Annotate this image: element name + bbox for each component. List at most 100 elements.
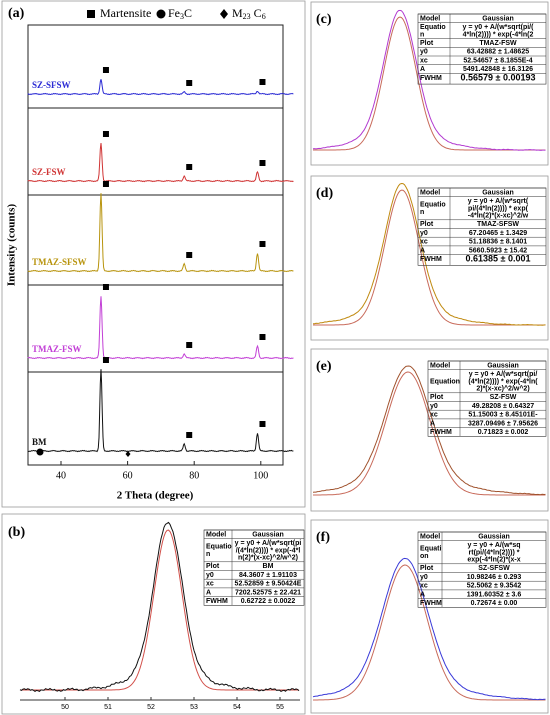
fit-curve xyxy=(313,189,546,326)
martensite-marker xyxy=(102,181,109,187)
panel-frame xyxy=(310,519,549,714)
table-value: y = y0 + A/(w*sqrt(pi/( xyxy=(463,24,535,31)
carbide-marker xyxy=(125,451,131,457)
table-value: 49.28208 ± 0.64327 xyxy=(472,403,534,410)
table-value: y = y0 + A/(w*sqrt( xyxy=(468,198,529,205)
martensite-marker xyxy=(186,342,193,348)
panel-label: (f) xyxy=(316,530,330,545)
panel-label: (a) xyxy=(8,6,25,21)
trace-label: SZ-SFSW xyxy=(32,80,71,90)
x-tick-label: 60 xyxy=(123,470,133,481)
legend-label: Martensite xyxy=(100,6,151,20)
panel-label: (d) xyxy=(316,186,333,201)
table-key: on xyxy=(420,553,429,560)
table-border xyxy=(417,187,547,266)
table-key: Plot xyxy=(420,221,434,228)
legend-label-part: 6 xyxy=(262,12,266,21)
trace-label: TMAZ-SFSW xyxy=(32,257,87,267)
x-tick-label: 51 xyxy=(104,704,112,711)
table-key: FWHM xyxy=(206,598,228,605)
table-key: Equatio xyxy=(420,202,446,209)
martensite-marker xyxy=(102,284,109,290)
table-value: Gaussian xyxy=(478,533,510,540)
martensite-marker xyxy=(186,432,193,438)
xrd-trace xyxy=(27,79,294,96)
table-value: 2)*(x-xc)^2/w^2) xyxy=(476,385,529,393)
legend-label-part: C xyxy=(184,6,192,20)
table-value: 0.61385 ± 0.001 xyxy=(466,254,531,264)
table-value: 5491.42848 ± 16.3126 xyxy=(463,66,533,73)
table-value: y = y0 + A/(w*sq xyxy=(467,542,520,549)
table-value: SZ-SFSW xyxy=(478,565,510,572)
table-key: Model xyxy=(420,15,440,22)
table-key: A xyxy=(420,591,425,598)
table-value: 10.98246 ± 0.293 xyxy=(467,574,522,581)
table-key: y0 xyxy=(420,230,428,237)
data-curve xyxy=(19,521,300,693)
table-value: -4*ln(2)*(x-xc)^2/w xyxy=(468,212,529,220)
fit-table: Model Gaussian Equation y = y0 + A/(w*sqrt(… xyxy=(417,531,547,608)
xrd-trace xyxy=(27,193,294,273)
legend-label-part: 3 xyxy=(180,12,184,21)
table-key: n xyxy=(420,209,424,216)
table-key: Model xyxy=(430,362,450,369)
legend-symbol xyxy=(220,9,228,19)
data-curve xyxy=(312,365,546,496)
table-value: TMAZ-FSW xyxy=(479,40,517,47)
table-key: xc xyxy=(420,583,428,590)
panel-frame xyxy=(310,175,549,341)
table-value: 4*ln(2)))) * exp(-4*ln(2 xyxy=(463,31,534,38)
table-value: Gaussian xyxy=(487,362,519,369)
table-value: SZ-FSW xyxy=(490,394,517,401)
martensite-marker xyxy=(259,79,266,85)
panel-a-frame xyxy=(1,0,306,508)
table-value: 52.5062 ± 9.3542 xyxy=(467,583,522,590)
table-value: rt(pi/(4*ln(2)))) * xyxy=(469,549,520,556)
trace-box xyxy=(27,107,284,196)
x-tick-label: 52 xyxy=(147,704,155,711)
trace-box xyxy=(27,371,284,466)
table-value: n(2)*(x-xc)^2/w^2) xyxy=(238,554,298,562)
trace-box xyxy=(27,24,284,109)
table-key: xc xyxy=(206,581,214,588)
table-key: xc xyxy=(420,57,428,64)
table-key: y0 xyxy=(420,49,428,56)
table-key: Model xyxy=(206,531,226,538)
table-value: Gaussian xyxy=(252,531,284,538)
table-key: Model xyxy=(420,533,440,540)
table-key: Equati xyxy=(420,546,441,553)
martensite-marker xyxy=(186,80,193,86)
table-value: exp(-4*ln(2)*(x-x xyxy=(467,557,520,564)
table-key: Equation xyxy=(430,378,460,385)
x-tick-label: 100 xyxy=(253,470,268,481)
fit-table: Model Gaussian Equation y = y0 + A/(w*sqrt(… xyxy=(417,13,547,85)
martensite-marker xyxy=(102,357,109,363)
table-key: y0 xyxy=(430,403,438,410)
table-border xyxy=(203,529,305,606)
table-key: A xyxy=(420,66,425,73)
fit-curve xyxy=(313,371,546,496)
table-key: y0 xyxy=(206,572,214,579)
table-key: Plot xyxy=(420,40,434,47)
data-curve xyxy=(312,557,546,701)
trace-label: BM xyxy=(32,437,47,447)
panel-label: (b) xyxy=(8,525,25,540)
table-key: Equatio xyxy=(420,24,446,31)
x-tick-label: 54 xyxy=(233,704,241,711)
legend-symbol xyxy=(156,9,166,19)
table-border xyxy=(427,360,547,437)
legend-label-part: M xyxy=(232,6,243,20)
table-key: FWHM xyxy=(420,256,442,263)
table-key: A xyxy=(206,589,211,596)
data-curve xyxy=(312,9,546,151)
panel-frame xyxy=(310,348,549,512)
martensite-marker xyxy=(259,421,266,427)
martensite-marker xyxy=(186,164,193,170)
table-value: y = y0 + A/(w*sqrt(pi xyxy=(235,540,302,547)
table-key: n xyxy=(206,551,210,558)
table-value: 5660.5923 ± 15.42 xyxy=(469,247,527,254)
table-border xyxy=(417,13,547,85)
table-key: FWHM xyxy=(430,429,452,436)
table-value: 7202.52575 ± 22.421 xyxy=(235,589,301,596)
table-value: BM xyxy=(263,563,274,570)
